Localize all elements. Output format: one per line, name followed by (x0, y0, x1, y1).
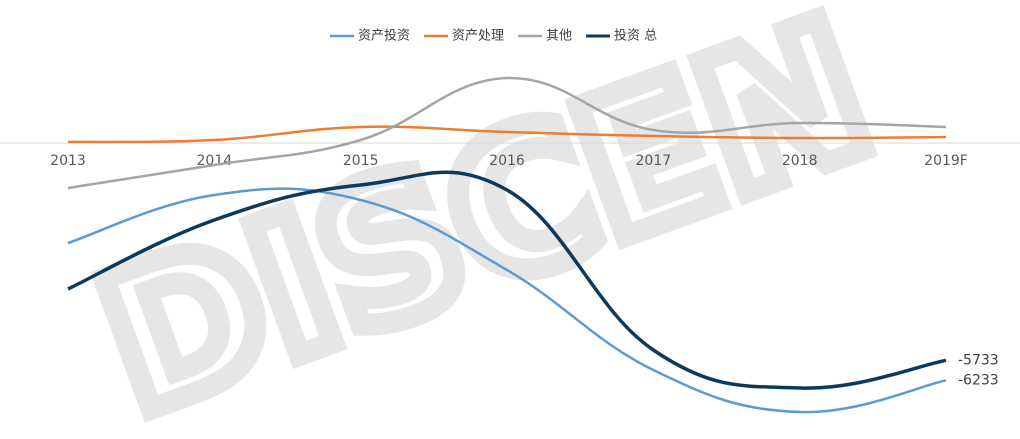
series-line (67, 187, 947, 414)
end-value-label: -6233 (958, 372, 999, 388)
series-line (67, 76, 947, 190)
legend-label: 资产处理 (452, 29, 504, 44)
x-tick-label: 2014 (197, 153, 233, 169)
x-tick-label: 2017 (636, 153, 672, 169)
series-line (67, 170, 947, 390)
watermark: DISCEN (75, 0, 896, 435)
series-line (67, 125, 947, 144)
legend-label: 资产投资 (358, 28, 410, 44)
x-tick-label: 2019F (924, 153, 968, 169)
x-tick-label: 2018 (782, 153, 818, 169)
legend-label: 其他 (546, 29, 572, 44)
x-tick-label: 2015 (343, 153, 379, 169)
x-tick-label: 2016 (489, 153, 525, 169)
end-value-label: -5733 (958, 352, 999, 368)
x-tick-label: 2013 (50, 153, 86, 169)
legend-label: 投资 总 (614, 28, 657, 44)
